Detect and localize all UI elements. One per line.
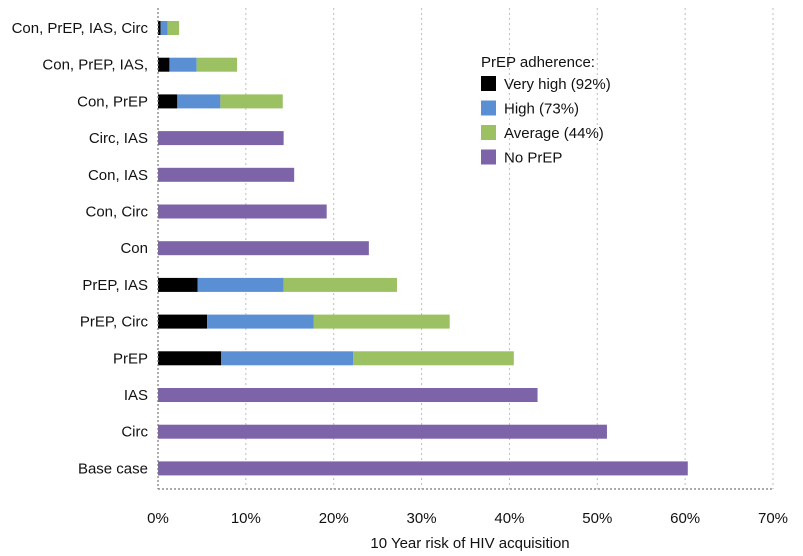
- legend-swatch: [481, 76, 496, 91]
- bar-segment: [221, 351, 354, 366]
- bar-segment: [158, 461, 688, 476]
- bar-segment: [169, 57, 197, 72]
- x-tick-label: 10%: [231, 510, 261, 527]
- bar-segment: [158, 94, 178, 109]
- bars: [158, 21, 688, 476]
- category-label: PrEP, IAS: [82, 277, 148, 294]
- legend-swatch: [481, 149, 496, 165]
- bar-segment: [160, 21, 168, 35]
- bar-segment: [167, 21, 180, 35]
- bar-segment: [158, 21, 161, 35]
- bar-segment: [158, 204, 327, 219]
- category-label: Con, IAS: [88, 167, 148, 184]
- category-label: PrEP, Circ: [80, 314, 149, 331]
- x-tick-label: 50%: [582, 510, 612, 527]
- legend-title: PrEP adherence:: [481, 54, 595, 71]
- legend-label: High (73%): [504, 101, 579, 118]
- category-labels: Con, PrEP, IAS, Circ Con, PrEP, IAS, Con, …: [12, 20, 149, 477]
- bar-segment: [158, 277, 198, 292]
- category-label: Con, PrEP, IAS, Circ: [12, 20, 149, 37]
- x-tick-label: 0%: [147, 510, 169, 527]
- bar-segment: [158, 241, 369, 256]
- category-label: IAS: [124, 387, 148, 404]
- category-label: PrEP: [113, 350, 148, 367]
- legend-label: Very high (92%): [504, 76, 611, 93]
- bar-segment: [158, 388, 538, 402]
- category-label: Con: [120, 240, 148, 257]
- legend-label: No PrEP: [504, 150, 562, 167]
- category-label: Con, PrEP: [77, 93, 148, 110]
- bar-segment: [196, 57, 238, 72]
- bar-segment: [197, 277, 284, 292]
- x-tick-label: 30%: [407, 510, 437, 527]
- x-axis: 0% 10% 20% 30% 40% 50% 60% 70%: [147, 8, 788, 527]
- bar-segment: [220, 94, 283, 109]
- bar-segment: [158, 424, 607, 439]
- category-label: Circ, IAS: [89, 130, 148, 147]
- x-tick-label: 20%: [319, 510, 349, 527]
- x-tick-label: 60%: [670, 510, 700, 527]
- category-label: Circ: [121, 424, 148, 441]
- x-tick-label: 70%: [758, 510, 788, 527]
- grid: [245, 8, 774, 489]
- bar-segment: [158, 57, 170, 72]
- bar-segment: [158, 351, 222, 366]
- x-axis-title: 10 Year risk of HIV acquisition: [370, 535, 569, 552]
- category-label: Con, Circ: [85, 204, 148, 221]
- bar-segment: [177, 94, 221, 109]
- bar-segment: [313, 314, 450, 329]
- bar-segment: [283, 277, 397, 292]
- x-tick-label: 40%: [494, 510, 524, 527]
- category-label: Con, PrEP, IAS,: [42, 57, 148, 74]
- bar-segment: [353, 351, 514, 366]
- bar-segment: [158, 314, 208, 329]
- legend-label: Average (44%): [504, 125, 604, 142]
- category-label: Base case: [78, 460, 148, 477]
- legend-swatch: [481, 100, 496, 116]
- bar-segment: [207, 314, 314, 329]
- bar-segment: [158, 167, 295, 182]
- legend: PrEP adherence: Very high (92%) High (73%…: [481, 54, 611, 167]
- legend-swatch: [481, 125, 496, 140]
- bar-segment: [158, 131, 284, 146]
